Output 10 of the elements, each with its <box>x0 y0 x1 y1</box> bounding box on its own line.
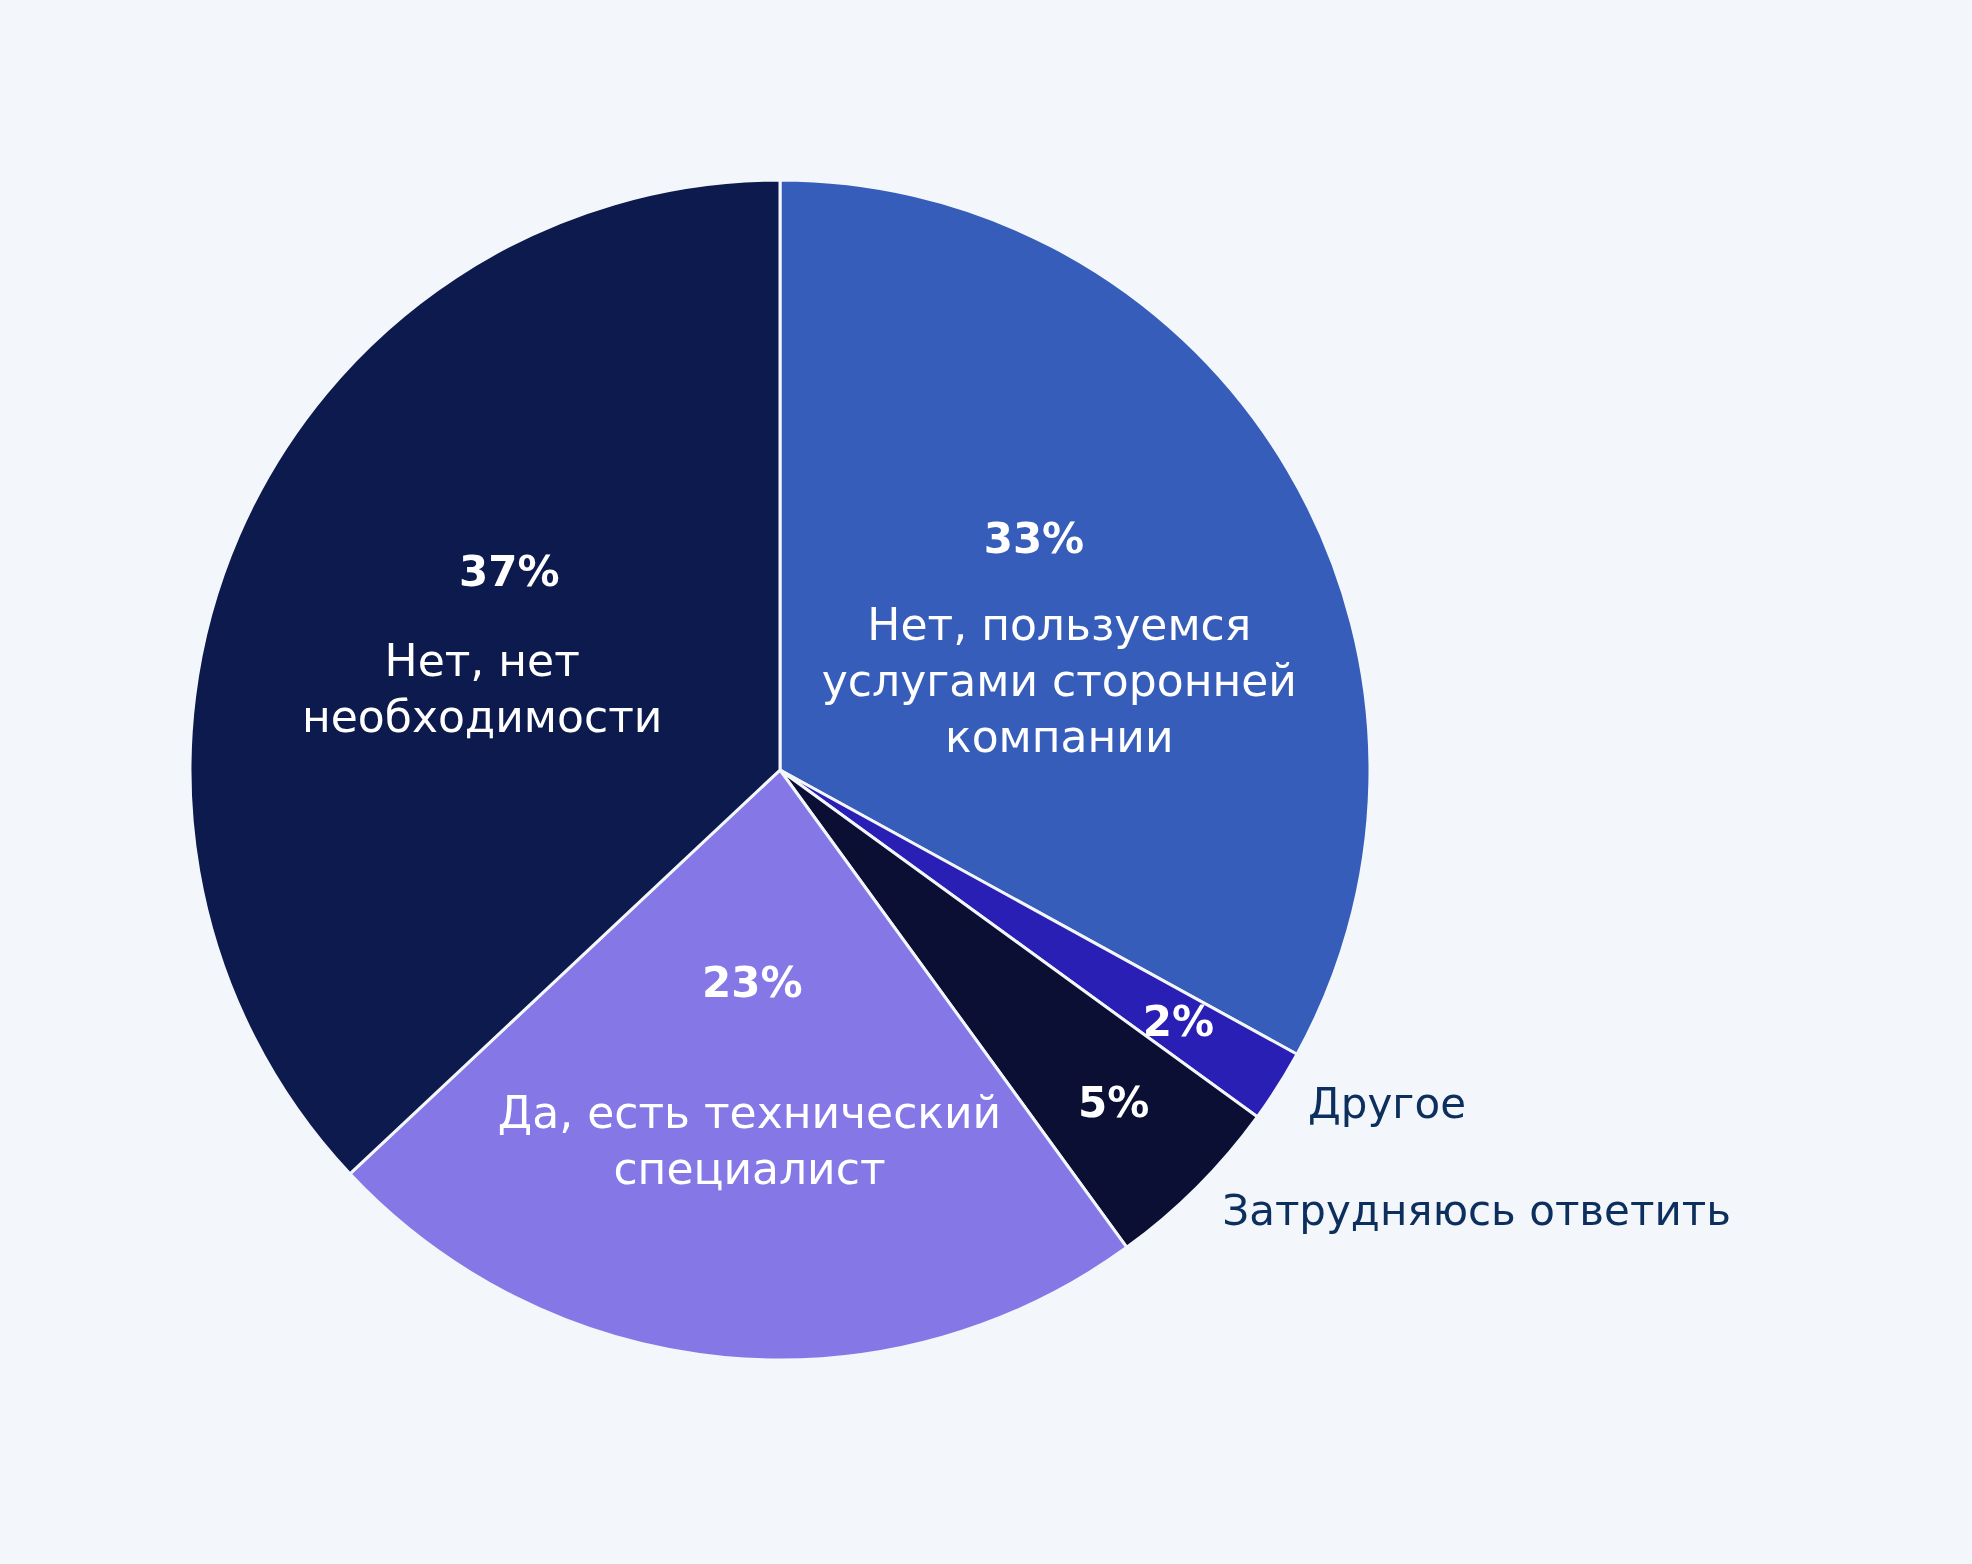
data-label: 5% <box>1078 1077 1150 1127</box>
data-label: 2% <box>1142 996 1215 1046</box>
slice-label: Да, есть технический специалист <box>497 1087 1002 1195</box>
data-label: 37% <box>459 546 560 596</box>
data-label: 23% <box>701 957 803 1007</box>
slice-label: Нет, нет необходимости <box>301 635 663 743</box>
slice-label: Затрудняюсь ответить <box>1222 1186 1731 1236</box>
data-label: 33% <box>983 513 1085 563</box>
slice-label: Нет, пользуемся услугами сторонней компании <box>821 598 1297 762</box>
slice-label: Другое <box>1308 1079 1466 1129</box>
